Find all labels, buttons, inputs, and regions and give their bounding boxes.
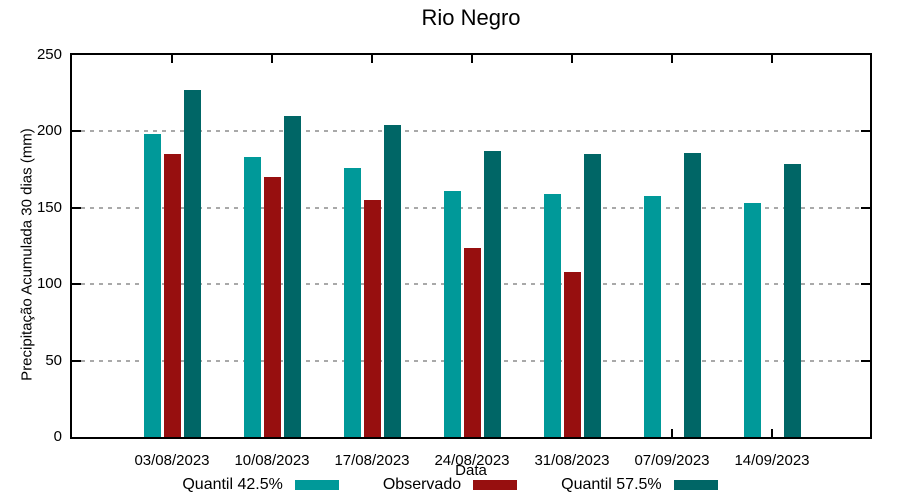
y-tick-label: 150 bbox=[36, 198, 62, 216]
gridline-150 bbox=[72, 206, 870, 209]
legend-label: Observado bbox=[382, 476, 462, 493]
y-tick bbox=[72, 130, 81, 133]
x-tick bbox=[671, 55, 673, 63]
y-tick-label: 100 bbox=[36, 275, 62, 293]
bar-quantil-57-5- bbox=[183, 90, 201, 437]
y-tick bbox=[861, 206, 870, 209]
x-tick-label: 31/08/2023 bbox=[534, 452, 610, 469]
bar-quantil-42-5- bbox=[343, 168, 361, 437]
bar-observado bbox=[363, 200, 381, 437]
legend-swatch-dark-teal bbox=[673, 480, 718, 490]
x-tick bbox=[671, 429, 673, 437]
bar-quantil-57-5- bbox=[383, 125, 401, 437]
x-tick-label: 17/08/2023 bbox=[334, 452, 410, 469]
y-tick bbox=[72, 359, 81, 362]
x-tick bbox=[271, 55, 273, 63]
bar-quantil-42-5- bbox=[143, 134, 161, 437]
y-tick-label: 50 bbox=[45, 351, 62, 369]
legend-item-quantil-42-5: Quantil 42.5% bbox=[182, 476, 339, 494]
y-tick-label: 250 bbox=[36, 46, 62, 63]
legend-swatch-dark-red bbox=[473, 480, 518, 490]
y-tick bbox=[861, 359, 870, 362]
x-tick bbox=[771, 429, 773, 437]
x-tick-label: 10/08/2023 bbox=[234, 452, 310, 469]
x-tick-label: 14/09/2023 bbox=[734, 452, 810, 469]
y-tick bbox=[72, 283, 81, 286]
bar-quantil-57-5- bbox=[683, 152, 701, 437]
bar-quantil-42-5- bbox=[643, 195, 661, 437]
bar-quantil-57-5- bbox=[283, 116, 301, 437]
bar-observado bbox=[163, 154, 181, 437]
x-tick bbox=[771, 55, 773, 63]
y-tick bbox=[72, 206, 81, 209]
x-tick-label: 07/09/2023 bbox=[634, 452, 710, 469]
y-tick bbox=[861, 130, 870, 133]
bar-quantil-42-5- bbox=[743, 203, 761, 437]
bar-observado bbox=[463, 247, 481, 437]
legend-item-observado: Observado bbox=[382, 476, 518, 494]
bar-quantil-42-5- bbox=[243, 157, 261, 437]
legend: Quantil 42.5% Observado Quantil 57.5% bbox=[0, 476, 900, 494]
legend-label: Quantil 57.5% bbox=[561, 476, 662, 493]
x-tick-label: 03/08/2023 bbox=[134, 452, 210, 469]
x-tick bbox=[471, 55, 473, 63]
bar-quantil-57-5- bbox=[783, 163, 801, 437]
legend-item-quantil-57-5: Quantil 57.5% bbox=[561, 476, 718, 494]
chart-title: Rio Negro bbox=[421, 5, 521, 30]
bar-quantil-57-5- bbox=[583, 154, 601, 437]
bar-quantil-42-5- bbox=[443, 191, 461, 437]
legend-swatch-teal bbox=[294, 480, 339, 490]
bar-quantil-42-5- bbox=[543, 194, 561, 437]
y-tick-label: 200 bbox=[36, 122, 62, 140]
x-axis-title: Data bbox=[455, 462, 487, 479]
bar-quantil-57-5- bbox=[483, 151, 501, 437]
x-tick-label: 24/08/2023 bbox=[434, 452, 510, 469]
x-tick bbox=[371, 55, 373, 63]
legend-label: Quantil 42.5% bbox=[182, 476, 283, 493]
plot-area bbox=[70, 53, 872, 439]
bar-observado bbox=[563, 271, 581, 437]
bar-observado bbox=[263, 177, 281, 437]
gridline-200 bbox=[72, 130, 870, 133]
x-tick bbox=[171, 55, 173, 63]
y-axis-title: Precipitação Acumulada 30 dias (mm) bbox=[18, 128, 36, 381]
y-tick bbox=[861, 283, 870, 286]
y-tick-label: 0 bbox=[53, 428, 62, 445]
x-tick bbox=[571, 55, 573, 63]
